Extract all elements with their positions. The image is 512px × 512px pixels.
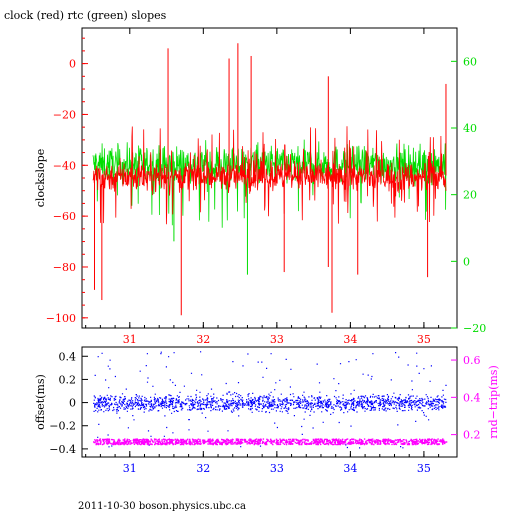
- offset-tick-label: 0: [69, 397, 76, 410]
- left-tick-label: −100: [46, 312, 76, 325]
- bottom-x-tick-label: 31: [123, 462, 137, 475]
- offset-panel: 0.4 0.2 0 −0.2 −0.4 0.6 0.4 0.2 31 32 33 34 35 offse…: [34, 346, 500, 475]
- offset-plot-frame: [81, 346, 458, 458]
- x-tick-label: 33: [270, 333, 284, 346]
- bottom-x-tick-label: 32: [196, 462, 210, 475]
- roundtrip-ylabel: rnd−trip(ms): [487, 365, 500, 439]
- left-tick-label: 0: [69, 58, 76, 71]
- bottom-x-tick-label: 33: [270, 462, 284, 475]
- roundtrip-tick-label: 0.6: [463, 354, 481, 367]
- slope-series-layer: [92, 43, 447, 316]
- roundtrip-scatter: [93, 438, 448, 446]
- x-tick-label: 34: [343, 333, 357, 346]
- chart-title: clock (red) rtc (green) slopes: [4, 9, 167, 22]
- x-tick-label: 31: [123, 333, 137, 346]
- clock-slope-series: [92, 126, 447, 225]
- left-tick-label: −80: [53, 261, 76, 274]
- right-tick-label: 0: [463, 255, 470, 268]
- offset-series-layer: [93, 351, 448, 449]
- right-tick-label: 40: [463, 122, 477, 135]
- offset-ylabel: offset(ms): [34, 374, 47, 430]
- slope-panel: 0 −20 −40 −60 −80 −100 60 40 20 0 −20 31 32 33 34 35 cl…: [34, 27, 486, 346]
- roundtrip-tick-label: 0.2: [463, 429, 481, 442]
- slope-axes: 0 −20 −40 −60 −80 −100 60 40 20 0 −20 31 32 33 34 35: [46, 28, 486, 346]
- x-tick-label: 35: [417, 333, 431, 346]
- bottom-x-tick-label: 34: [343, 462, 357, 475]
- offset-axes: 0.4 0.2 0 −0.2 −0.4 0.6 0.4 0.2 31 32 33 34 35: [49, 350, 480, 475]
- left-tick-label: −60: [53, 210, 76, 223]
- x-tick-label: 32: [196, 333, 210, 346]
- roundtrip-tick-label: 0.4: [463, 391, 481, 404]
- right-tick-label: 60: [463, 55, 477, 68]
- bottom-x-tick-label: 35: [417, 462, 431, 475]
- offset-scatter: [93, 351, 447, 449]
- right-tick-label: −20: [463, 322, 486, 335]
- offset-tick-label: 0.4: [59, 350, 77, 363]
- footer-text: 2011-10-30 boson.physics.ubc.ca: [78, 501, 246, 512]
- offset-tick-label: −0.2: [49, 420, 76, 433]
- left-tick-label: −40: [53, 159, 76, 172]
- right-tick-label: 20: [463, 189, 477, 202]
- offset-tick-label: 0.2: [59, 373, 77, 386]
- offset-tick-label: −0.4: [49, 443, 76, 456]
- left-tick-label: −20: [53, 108, 76, 121]
- slope-ylabel: clockslope: [34, 149, 47, 207]
